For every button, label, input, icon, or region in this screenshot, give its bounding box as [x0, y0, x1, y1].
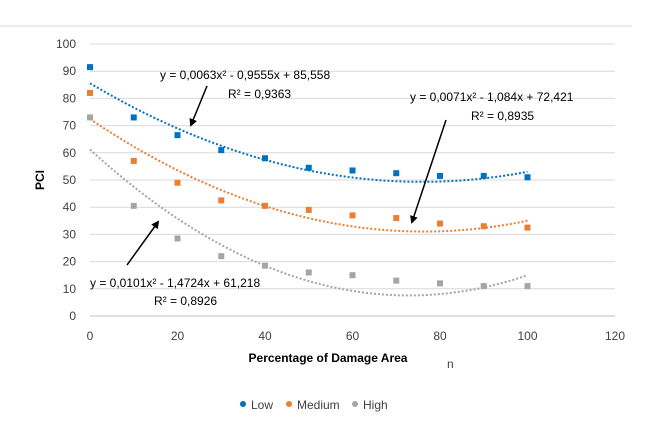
y-axis-title: PCI — [33, 170, 47, 190]
legend-marker-medium — [286, 401, 292, 407]
point-low — [437, 172, 443, 179]
arrow-medium — [410, 119, 447, 224]
y-tick-label: 70 — [63, 119, 77, 133]
point-low — [305, 164, 312, 171]
y-tick-label: 60 — [63, 146, 77, 160]
point-low — [262, 155, 268, 162]
point-high — [524, 283, 531, 290]
x-tick-label: 60 — [346, 329, 360, 343]
legend-marker-low — [240, 401, 246, 407]
point-high — [349, 272, 356, 279]
legend-label-medium: Medium — [297, 398, 340, 412]
y-tick-label: 90 — [63, 64, 77, 78]
y-tick-label: 40 — [63, 200, 77, 214]
point-low — [174, 132, 181, 139]
point-high — [480, 283, 487, 290]
point-high — [437, 280, 443, 287]
annotation-medium-r2: R² = 0,8935 — [471, 109, 534, 123]
annotation-arrows — [126, 85, 447, 266]
x-tick-label: 80 — [433, 329, 447, 343]
tick-labels: 0 10 20 30 40 50 60 70 80 90 100 0 20 40 60 80 100 120 — [56, 37, 625, 343]
x-tick-label: 120 — [605, 329, 625, 343]
point-low — [218, 147, 225, 154]
x-tick-label: 0 — [87, 329, 94, 343]
point-medium — [349, 212, 356, 219]
point-low — [393, 170, 400, 177]
y-tick-label: 100 — [56, 37, 76, 51]
point-medium — [87, 89, 93, 96]
x-tick-label: 100 — [517, 329, 537, 343]
y-tick-label: 30 — [63, 227, 77, 241]
point-high — [393, 277, 400, 284]
point-high — [87, 114, 93, 121]
point-medium — [393, 215, 400, 222]
y-tick-label: 80 — [63, 91, 77, 105]
arrow-low — [189, 85, 208, 127]
point-high — [130, 202, 137, 209]
point-low — [349, 167, 356, 174]
point-medium — [262, 202, 268, 209]
arrow-high — [126, 220, 160, 266]
x-axis-suffix: n — [447, 357, 454, 371]
point-medium — [130, 157, 137, 164]
x-tick-label: 20 — [171, 329, 185, 343]
trendline-high — [89, 148, 528, 297]
point-low — [524, 174, 531, 181]
annotation-medium-equation: y = 0,0071x² - 1,084x + 72,421 — [410, 90, 574, 104]
point-medium — [218, 197, 225, 204]
trendline-medium — [89, 118, 528, 233]
legend-marker-high — [352, 401, 358, 407]
x-tick-label: 40 — [258, 329, 272, 343]
x-axis-title: Percentage of Damage Area — [249, 351, 408, 365]
y-tick-label: 0 — [69, 309, 76, 323]
point-low — [87, 64, 93, 71]
point-high — [305, 269, 312, 276]
point-high — [262, 262, 268, 269]
annotation-low-equation: y = 0,0063x² - 0,9555x + 85,558 — [160, 68, 330, 82]
gridlines — [90, 43, 615, 317]
point-medium — [305, 206, 312, 213]
y-tick-label: 10 — [63, 282, 77, 296]
y-tick-label: 20 — [63, 255, 77, 269]
point-high — [218, 253, 225, 260]
annotation-high-equation: y = 0,0101x² - 1,4724x + 61,218 — [90, 276, 260, 290]
point-low — [130, 114, 137, 121]
point-medium — [437, 220, 443, 227]
trendlines — [89, 82, 528, 297]
y-tick-label: 50 — [63, 173, 77, 187]
legend-label-low: Low — [251, 398, 273, 412]
point-medium — [174, 179, 181, 186]
legend: Low Medium High — [240, 398, 388, 412]
point-medium — [524, 224, 531, 231]
point-high — [174, 235, 181, 242]
legend-label-high: High — [363, 398, 388, 412]
point-low — [480, 172, 487, 179]
point-medium — [480, 223, 487, 230]
data-points — [87, 64, 531, 290]
annotation-low-r2: R² = 0,9363 — [228, 87, 291, 101]
annotation-high-r2: R² = 0,8926 — [154, 294, 217, 308]
